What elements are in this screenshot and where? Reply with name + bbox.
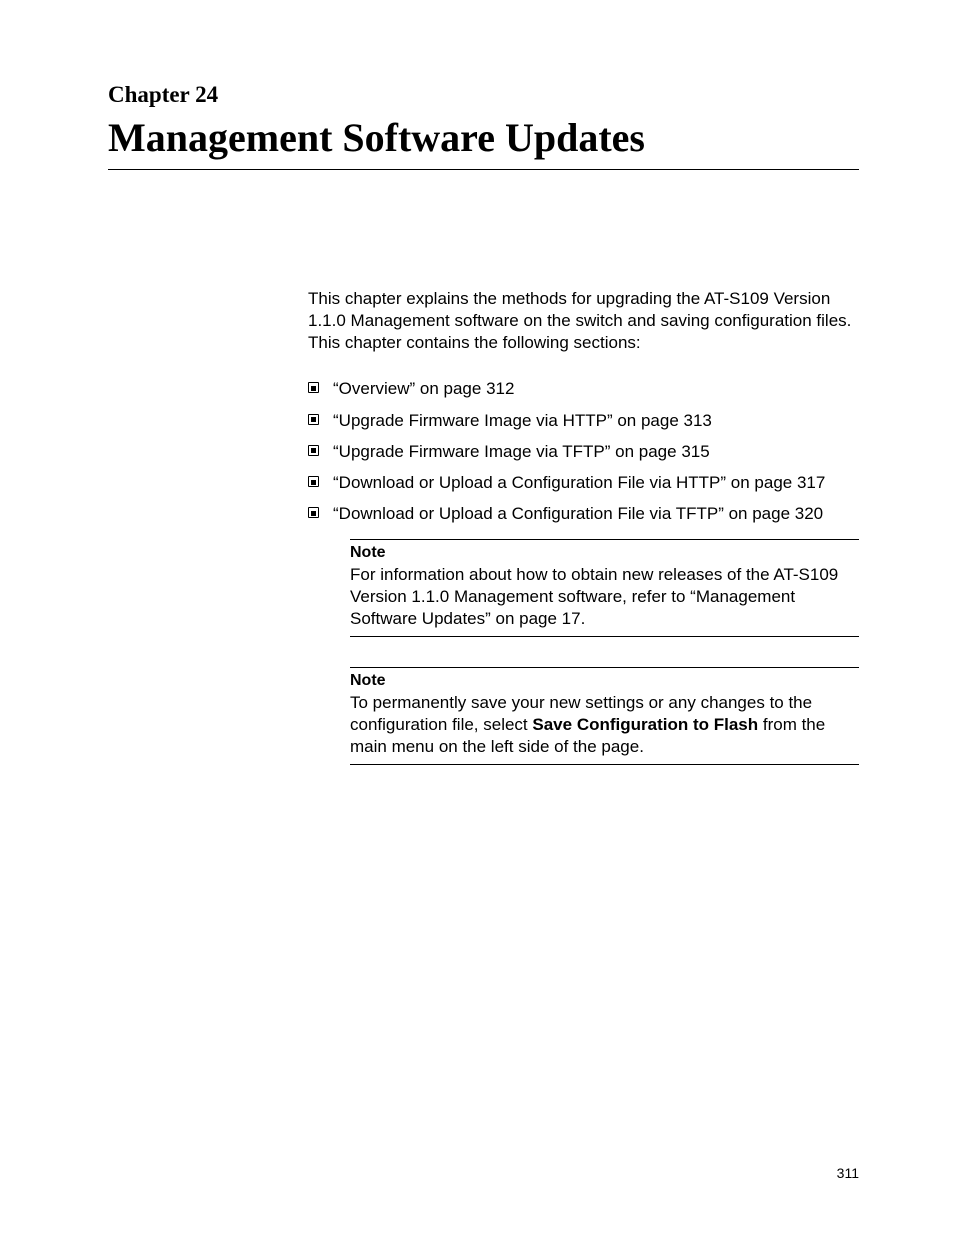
toc-item-text: “Download or Upload a Configuration File… (333, 472, 825, 493)
toc-item-text: “Upgrade Firmware Image via HTTP” on pag… (333, 410, 712, 431)
note-body: For information about how to obtain new … (350, 564, 859, 637)
toc-item-text: “Upgrade Firmware Image via TFTP” on pag… (333, 441, 710, 462)
body-block: This chapter explains the methods for up… (308, 288, 859, 765)
note-bold: Save Configuration to Flash (532, 715, 758, 734)
toc-item-text: “Download or Upload a Configuration File… (333, 503, 823, 524)
toc-item: “Download or Upload a Configuration File… (308, 503, 859, 524)
note-text: For information about how to obtain new … (350, 565, 838, 628)
chapter-label: Chapter 24 (108, 82, 859, 108)
toc-item: “Upgrade Firmware Image via HTTP” on pag… (308, 410, 859, 431)
note-label: Note (350, 672, 859, 690)
toc-item: “Upgrade Firmware Image via TFTP” on pag… (308, 441, 859, 462)
toc-item: “Download or Upload a Configuration File… (308, 472, 859, 493)
note-rule (350, 667, 859, 668)
bullet-icon (308, 382, 319, 393)
intro-paragraph: This chapter explains the methods for up… (308, 288, 859, 354)
toc-item: “Overview” on page 312 (308, 378, 859, 399)
toc-list: “Overview” on page 312 “Upgrade Firmware… (308, 378, 859, 524)
note-rule (350, 539, 859, 540)
bullet-icon (308, 476, 319, 487)
bullet-icon (308, 445, 319, 456)
bullet-icon (308, 507, 319, 518)
note-block: Note For information about how to obtain… (350, 539, 859, 637)
chapter-title: Management Software Updates (108, 114, 859, 170)
toc-item-text: “Overview” on page 312 (333, 378, 514, 399)
page: Chapter 24 Management Software Updates T… (0, 0, 954, 765)
page-number: 311 (837, 1165, 859, 1181)
note-block: Note To permanently save your new settin… (350, 667, 859, 765)
bullet-icon (308, 414, 319, 425)
note-body: To permanently save your new settings or… (350, 692, 859, 765)
note-label: Note (350, 544, 859, 562)
